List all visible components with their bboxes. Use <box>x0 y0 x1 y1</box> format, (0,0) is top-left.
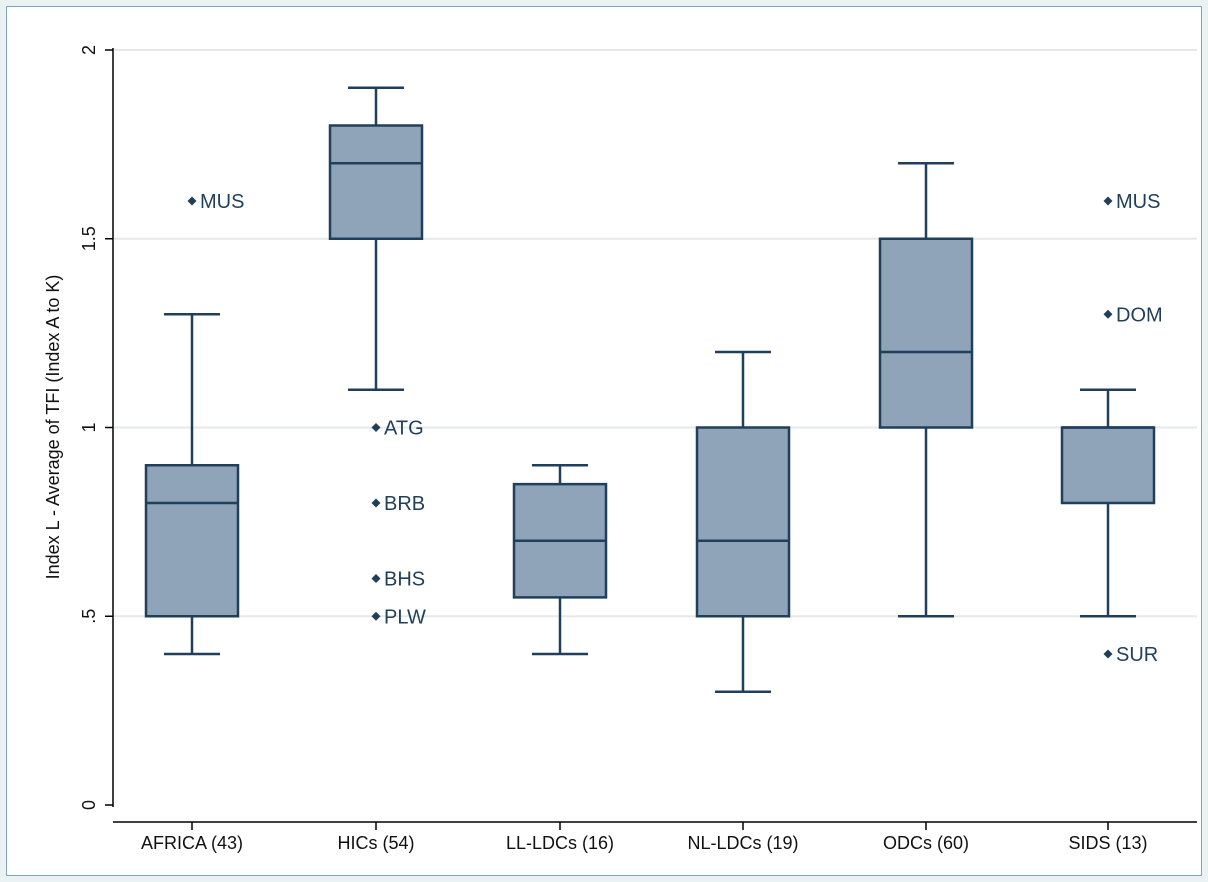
chart-frame: 0 .5 1 1.5 2 Index L - Average of TFI (Index … <box>6 6 1202 876</box>
outlier-marker-5-1 <box>1103 309 1113 319</box>
x-tick-label-1: HICs (54) <box>337 833 414 853</box>
box-5 <box>1060 426 1156 505</box>
boxes <box>144 86 1156 693</box>
outlier-marker-1-1 <box>371 498 381 508</box>
outlier-label-1-1: BRB <box>384 493 425 515</box>
y-tick-label-2: 1 <box>79 422 99 432</box>
axes: 0 .5 1 1.5 2 Index L - Average of TFI (Index … <box>43 45 1197 853</box>
box-group-5 <box>1060 388 1156 618</box>
outlier-marker-5-2 <box>1103 649 1113 659</box>
outlier-label-5-1: DOM <box>1116 304 1163 326</box>
box-group-0 <box>144 313 240 656</box>
outlier-label-1-2: BHS <box>384 569 425 591</box>
box-group-2 <box>512 464 608 656</box>
x-tick-label-2: LL-LDCs (16) <box>506 833 614 853</box>
outlier-label-0-0: MUS <box>200 191 244 213</box>
gridlines <box>114 49 1197 618</box>
outlier-marker-1-3 <box>371 611 381 621</box>
outlier-label-1-3: PLW <box>384 606 426 628</box>
y-tick-label-4: 2 <box>79 45 99 55</box>
y-tick-label-3: 1.5 <box>79 226 99 251</box>
outlier-label-5-2: SUR <box>1116 644 1158 666</box>
outlier-label-1-0: ATG <box>384 418 424 440</box>
y-tick-label-1: .5 <box>79 609 99 624</box>
box-plot-chart: 0 .5 1 1.5 2 Index L - Average of TFI (Index … <box>43 45 1197 853</box>
outlier-marker-1-2 <box>371 574 381 583</box>
x-tick-label-5: SIDS (13) <box>1068 833 1147 853</box>
box-group-4 <box>878 162 974 618</box>
x-tick-label-3: NL-LDCs (19) <box>687 833 798 853</box>
x-tick-label-0: AFRICA (43) <box>141 833 243 853</box>
y-tick-label-0: 0 <box>79 800 99 810</box>
outlier-marker-1-0 <box>371 423 381 432</box>
box-4 <box>878 237 974 429</box>
labels: MUS ATG BRB BHS PLW MUS DOM SUR <box>187 191 1163 666</box>
box-1 <box>328 124 424 240</box>
y-axis-title: Index L - Average of TFI (Index A to K) <box>43 275 63 580</box>
box-group-3 <box>695 350 791 693</box>
outlier-marker-5-0 <box>1103 196 1113 206</box>
x-tick-label-4: ODCs (60) <box>883 833 969 853</box>
outlier-label-5-0: MUS <box>1116 191 1160 213</box>
outlier-marker-0-0 <box>187 196 197 206</box>
box-group-1 <box>328 86 424 391</box>
box-3 <box>695 426 791 618</box>
box-0 <box>144 464 240 618</box>
